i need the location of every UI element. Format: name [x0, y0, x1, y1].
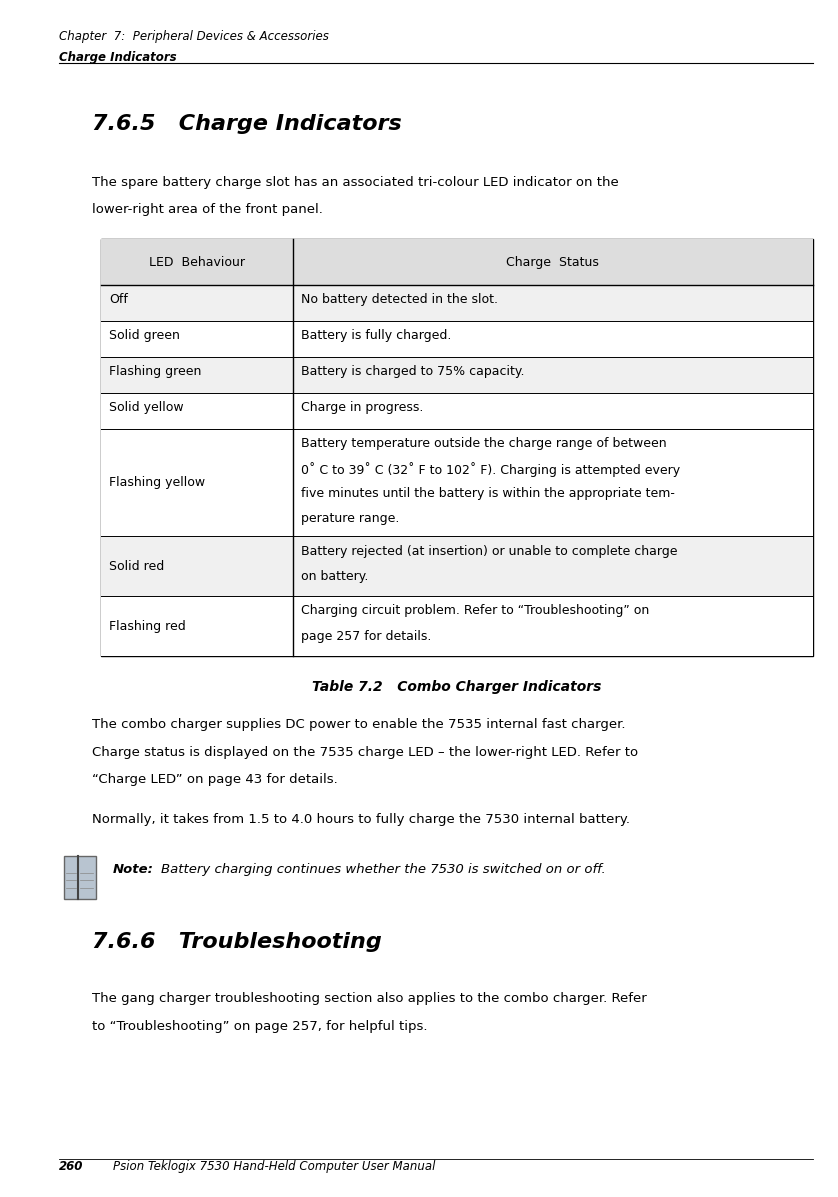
- Text: lower-right area of the front panel.: lower-right area of the front panel.: [92, 203, 323, 217]
- Text: Flashing red: Flashing red: [109, 620, 186, 632]
- Text: Charging circuit problem. Refer to “Troubleshooting” on: Charging circuit problem. Refer to “Trou…: [302, 604, 649, 618]
- Text: Charge  Status: Charge Status: [506, 256, 599, 268]
- Text: The gang charger troubleshooting section also applies to the combo charger. Refe: The gang charger troubleshooting section…: [92, 992, 647, 1005]
- Text: Solid yellow: Solid yellow: [109, 401, 184, 414]
- Text: Chapter  7:  Peripheral Devices & Accessories: Chapter 7: Peripheral Devices & Accessor…: [59, 30, 328, 43]
- Bar: [101, 321, 813, 357]
- Bar: [101, 285, 813, 321]
- Text: Battery is fully charged.: Battery is fully charged.: [302, 329, 452, 342]
- Text: Battery is charged to 75% capacity.: Battery is charged to 75% capacity.: [302, 365, 525, 378]
- Text: The combo charger supplies DC power to enable the 7535 internal fast charger.: The combo charger supplies DC power to e…: [92, 718, 626, 731]
- Text: Battery charging continues whether the 7530 is switched on or off.: Battery charging continues whether the 7…: [161, 863, 606, 876]
- Text: Battery temperature outside the charge range of between: Battery temperature outside the charge r…: [302, 437, 667, 450]
- Text: Flashing yellow: Flashing yellow: [109, 476, 205, 488]
- Text: 0˚ C to 39˚ C (32˚ F to 102˚ F). Charging is attempted every: 0˚ C to 39˚ C (32˚ F to 102˚ F). Chargin…: [302, 462, 680, 478]
- Text: Flashing green: Flashing green: [109, 365, 201, 378]
- Bar: [64, 856, 96, 899]
- Text: to “Troubleshooting” on page 257, for helpful tips.: to “Troubleshooting” on page 257, for he…: [92, 1020, 427, 1033]
- Text: 7.6.5   Charge Indicators: 7.6.5 Charge Indicators: [92, 114, 402, 134]
- Text: Psion Teklogix 7530 Hand-Held Computer User Manual: Psion Teklogix 7530 Hand-Held Computer U…: [113, 1160, 436, 1173]
- Bar: [101, 239, 813, 285]
- Text: five minutes until the battery is within the appropriate tem-: five minutes until the battery is within…: [302, 487, 675, 500]
- Bar: [101, 596, 813, 656]
- Text: Note:: Note:: [113, 863, 154, 876]
- Text: 260: 260: [59, 1160, 83, 1173]
- Text: 7.6.6   Troubleshooting: 7.6.6 Troubleshooting: [92, 932, 382, 953]
- Text: Battery rejected (at insertion) or unable to complete charge: Battery rejected (at insertion) or unabl…: [302, 545, 678, 558]
- Text: page 257 for details.: page 257 for details.: [302, 630, 432, 643]
- Text: Charge in progress.: Charge in progress.: [302, 401, 424, 414]
- Text: on battery.: on battery.: [302, 570, 369, 583]
- Text: Off: Off: [109, 293, 128, 306]
- Text: The spare battery charge slot has an associated tri-colour LED indicator on the: The spare battery charge slot has an ass…: [92, 176, 619, 189]
- Text: Charge status is displayed on the 7535 charge LED – the lower-right LED. Refer t: Charge status is displayed on the 7535 c…: [92, 746, 639, 759]
- Text: perature range.: perature range.: [302, 512, 400, 525]
- Text: Charge Indicators: Charge Indicators: [59, 51, 176, 65]
- Bar: [101, 429, 813, 536]
- Text: Table 7.2   Combo Charger Indicators: Table 7.2 Combo Charger Indicators: [312, 680, 602, 694]
- Text: “Charge LED” on page 43 for details.: “Charge LED” on page 43 for details.: [92, 773, 338, 786]
- Bar: [101, 357, 813, 393]
- Bar: [101, 536, 813, 596]
- Bar: [101, 239, 813, 656]
- Bar: [101, 393, 813, 429]
- Text: Solid red: Solid red: [109, 560, 164, 572]
- Text: Normally, it takes from 1.5 to 4.0 hours to fully charge the 7530 internal batte: Normally, it takes from 1.5 to 4.0 hours…: [92, 813, 630, 826]
- Text: No battery detected in the slot.: No battery detected in the slot.: [302, 293, 499, 306]
- Text: LED  Behaviour: LED Behaviour: [148, 256, 245, 268]
- Text: Solid green: Solid green: [109, 329, 180, 342]
